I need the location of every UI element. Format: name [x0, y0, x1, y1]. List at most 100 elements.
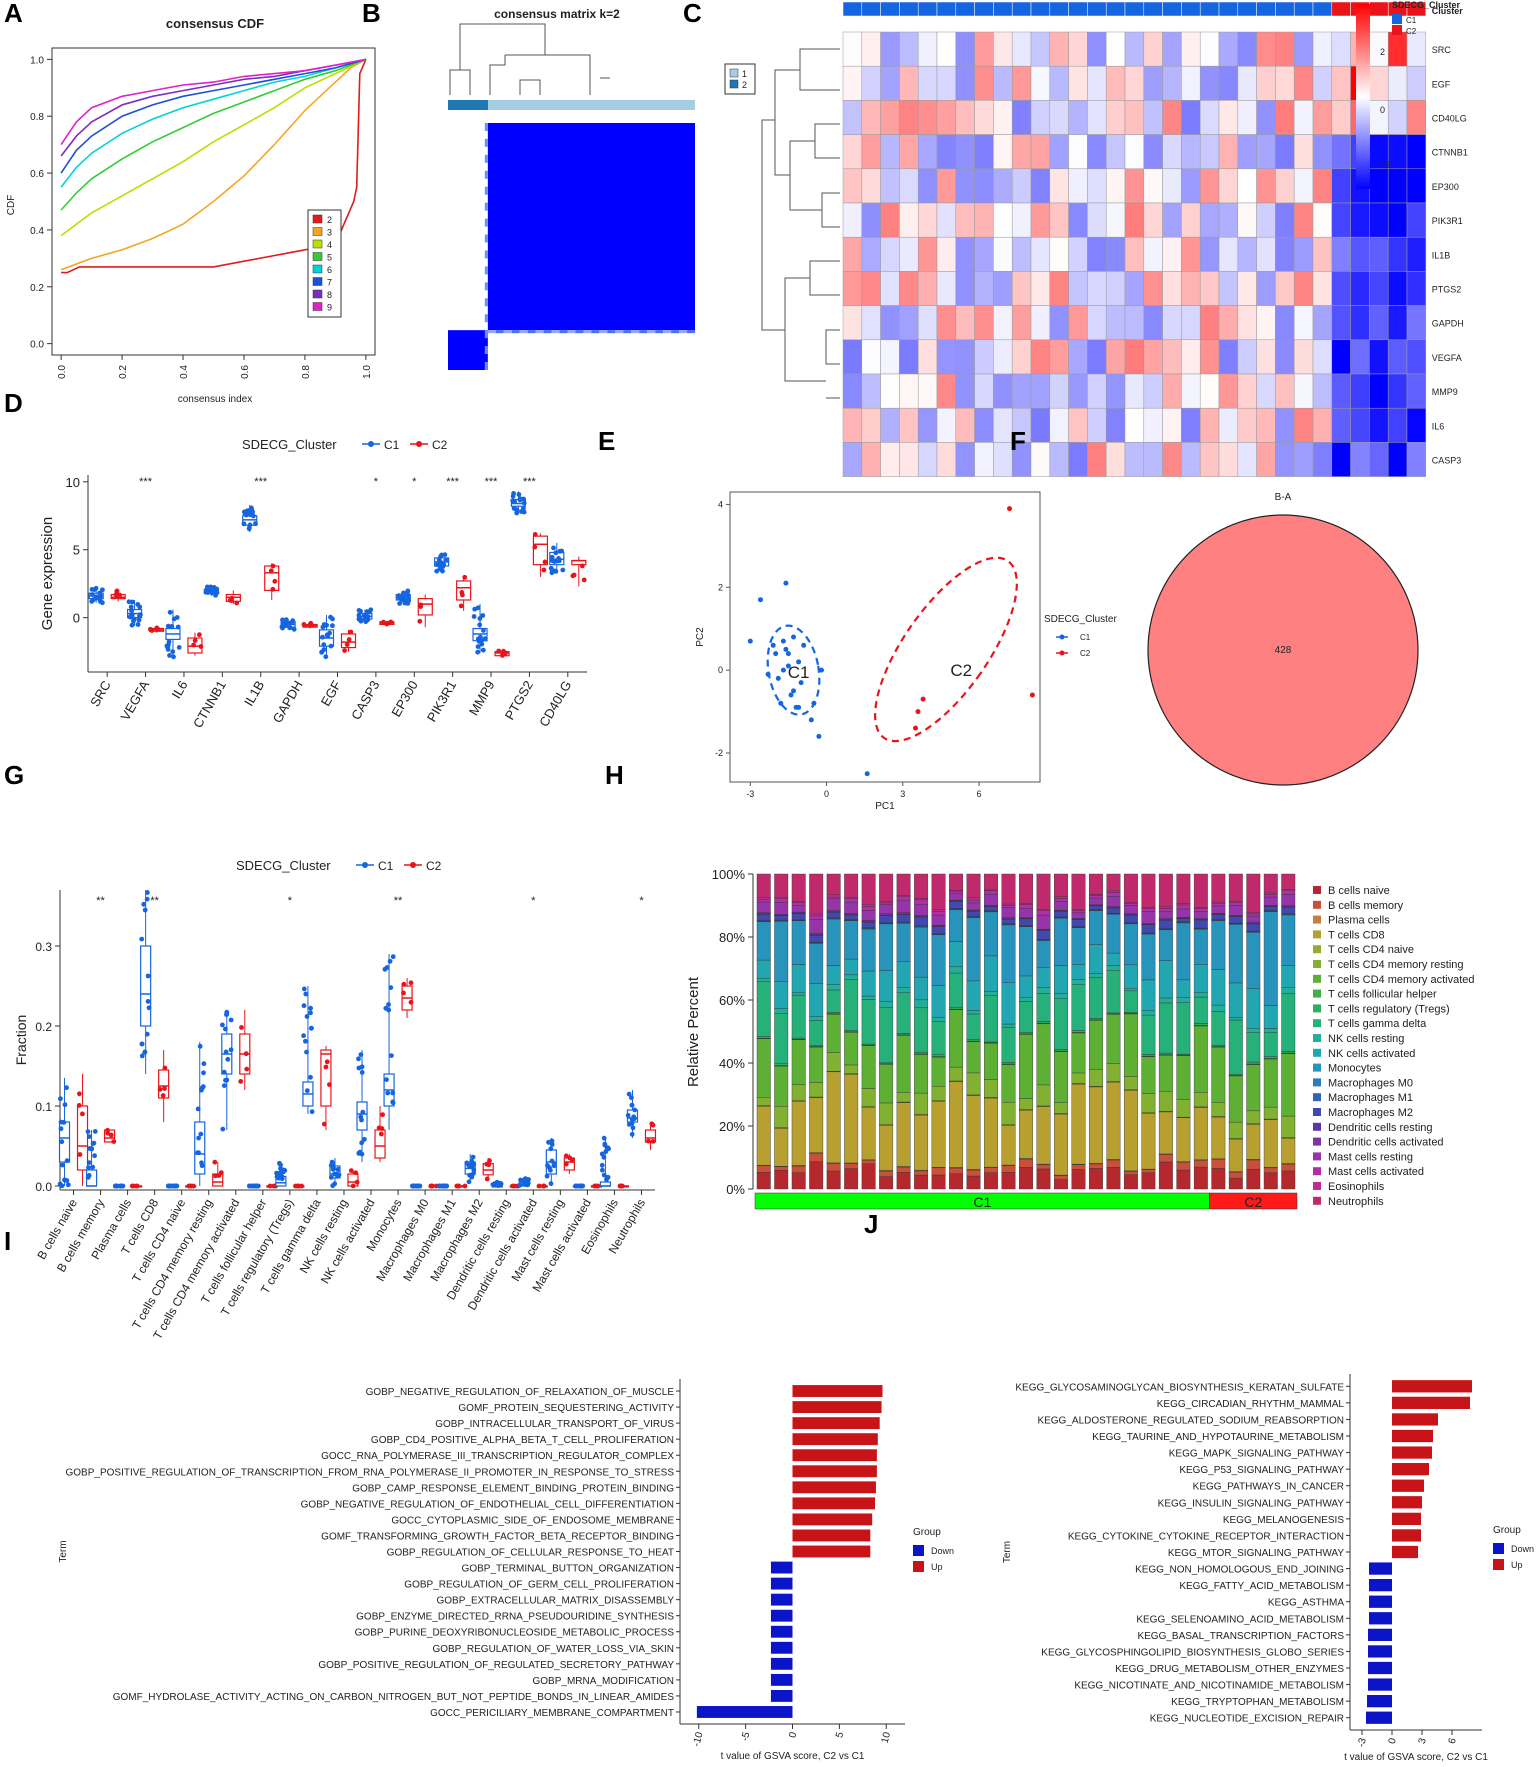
bar-down: [1369, 1562, 1392, 1575]
data-point-c1: [59, 1139, 65, 1145]
bar-segment: [1211, 1168, 1226, 1190]
heatmap-cell: [880, 168, 900, 204]
legend-title: SDECG_Cluster: [1392, 0, 1461, 10]
bar-segment: [791, 902, 806, 906]
heatmap-cell: [1199, 202, 1220, 238]
data-point-c1: [224, 1012, 230, 1017]
heatmap-cell: [861, 407, 881, 443]
heatmap-cell: [1218, 271, 1239, 306]
data-point-c1: [605, 1174, 611, 1180]
cluster-annotation-cell: [1124, 1, 1145, 17]
data-point-c1: [364, 609, 370, 614]
data-point-c1: [482, 636, 488, 641]
row-label: MMP9: [1432, 387, 1458, 397]
data-point-c1: [471, 614, 477, 619]
heatmap-cell: [1199, 31, 1220, 67]
heatmap-cell: [1143, 134, 1163, 170]
heatmap-cell: [1331, 31, 1351, 67]
bar-segment: [861, 906, 876, 911]
heatmap-cell: [1350, 373, 1370, 409]
term-label: GOBP_POSITIVE_REGULATION_OF_TRANSCRIPTIO…: [66, 1467, 675, 1478]
data-point-c1: [511, 506, 517, 511]
bar-segment: [791, 1172, 806, 1190]
bar-segment: [1176, 1161, 1191, 1171]
heatmap-cell: [936, 407, 957, 443]
edge-cell: [484, 266, 488, 275]
bar-segment: [879, 1176, 894, 1190]
panel-b-consensus-matrix: consensus matrix k=212: [448, 7, 756, 370]
bar-segment: [1263, 1056, 1278, 1059]
bar-segment: [896, 922, 911, 962]
bar-segment: [844, 898, 859, 903]
heatmap-cell: [1350, 305, 1370, 341]
bar-segment: [896, 992, 911, 1034]
heatmap-cell: [955, 65, 975, 101]
data-point-c1: [400, 596, 406, 602]
term-label: GOCC_PERICILIARY_MEMBRANE_COMPARTMENT: [430, 1708, 674, 1719]
legend-label: Dendritic cells activated: [1328, 1137, 1444, 1149]
y-axis-label: Term: [1002, 1541, 1013, 1563]
heatmap-cell: [880, 31, 900, 67]
cluster-annotation-cell: [899, 1, 919, 17]
bar-segment: [844, 1064, 859, 1074]
data-point-c1: [521, 496, 526, 502]
bar-segment: [809, 873, 824, 915]
bar-segment: [896, 1102, 911, 1167]
y-tick-label: 0: [718, 665, 723, 675]
heatmap-cell: [1011, 373, 1032, 409]
bar-segment: [1211, 914, 1226, 920]
data-point-c2: [417, 618, 423, 624]
heatmap-cell: [955, 31, 975, 67]
data-point-c2: [646, 1138, 651, 1144]
data-point-c1: [60, 1162, 65, 1168]
bar-up: [792, 1385, 883, 1397]
data-point-c1: [358, 618, 364, 624]
legend-label: Mast cells activated: [1328, 1166, 1424, 1178]
term-label: KEGG_GLYCOSAMINOGLYCAN_BIOSYNTHESIS_KERA…: [1015, 1382, 1344, 1393]
heatmap-cell: [842, 168, 863, 204]
heatmap-cell: [1068, 339, 1088, 375]
data-point-c2: [650, 1139, 656, 1144]
edge-cell: [543, 330, 552, 334]
row-label: CD40LG: [1432, 114, 1467, 124]
data-point-c1: [549, 1142, 555, 1147]
data-point-c1: [401, 590, 406, 596]
heatmap-cell: [899, 339, 919, 375]
cluster-annotation-cell: [1369, 1, 1389, 17]
bar-segment: [826, 918, 841, 966]
heatmap-cell: [1105, 236, 1126, 272]
bar-segment: [931, 985, 946, 1018]
bar-segment: [1001, 1023, 1016, 1028]
cluster-annotation-cell: [1275, 1, 1295, 17]
data-point-c1: [58, 1126, 64, 1132]
bar-segment: [1019, 997, 1033, 1002]
bar-segment: [1001, 1101, 1016, 1125]
bar-down: [770, 1625, 793, 1638]
legend-title: Group: [913, 1527, 941, 1538]
bar-segment: [826, 1163, 841, 1172]
bar-segment: [879, 970, 894, 1002]
heatmap-cell: [1105, 134, 1126, 170]
data-point-c1: [475, 605, 481, 611]
heatmap-cell: [936, 134, 957, 170]
heatmap-cell: [861, 31, 881, 67]
heatmap-cell: [955, 202, 975, 238]
bar-segment: [1071, 1032, 1086, 1074]
y-axis-label: PC2: [695, 627, 706, 647]
data-point-c2: [162, 1086, 167, 1091]
color-scale-bar: [1356, 4, 1370, 189]
heatmap-cell: [1350, 339, 1370, 375]
legend-swatch: [1313, 900, 1321, 909]
data-point-c1: [201, 1061, 207, 1067]
data-point-c1: [278, 1166, 283, 1171]
bar-segment: [1228, 1075, 1243, 1123]
heatmap-cell: [842, 202, 863, 238]
heatmap-cell: [974, 65, 994, 101]
data-point-c1: [287, 620, 293, 626]
bar-segment: [879, 901, 894, 904]
data-point-c1: [791, 634, 796, 640]
heatmap-cell: [861, 134, 881, 170]
term-label: KEGG_SELENOAMINO_ACID_METABOLISM: [1136, 1614, 1344, 1625]
heatmap-cell: [1087, 65, 1107, 101]
legend-swatch: [1313, 1182, 1321, 1190]
